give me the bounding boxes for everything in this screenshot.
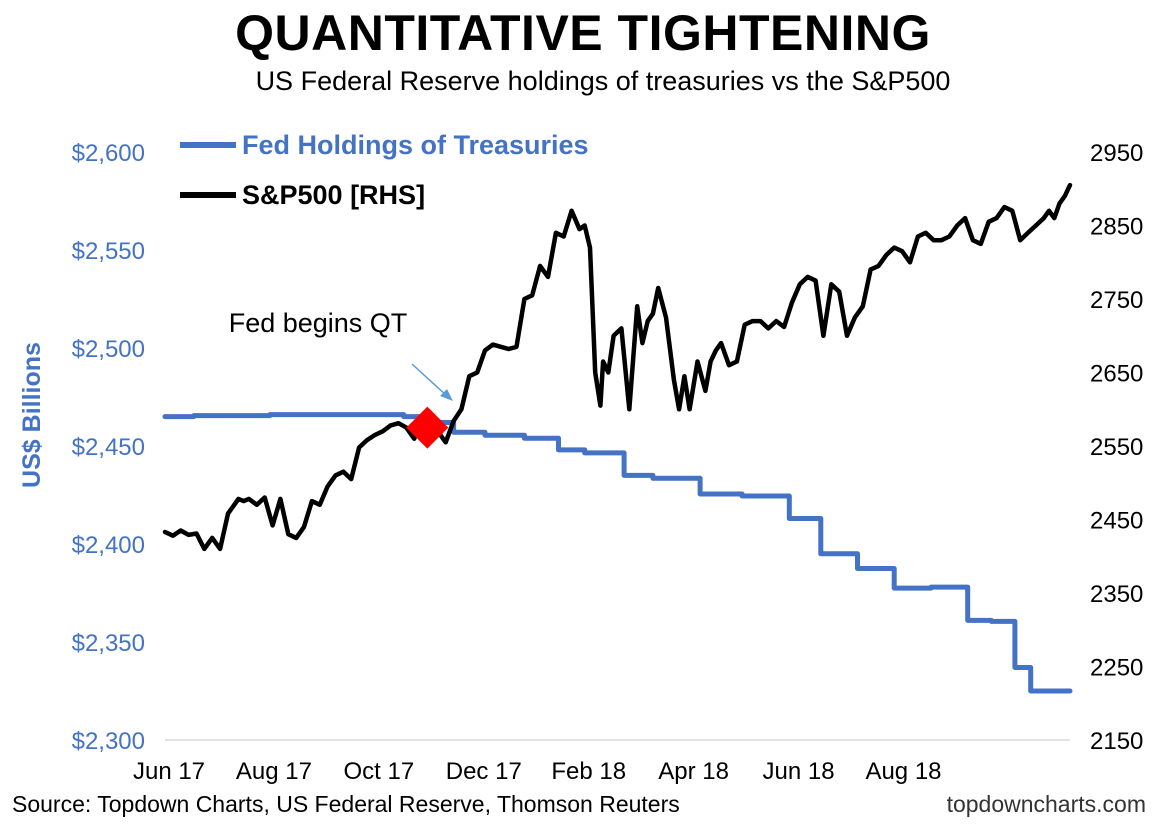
legend-label-spx: S&P500 [RHS]: [242, 180, 425, 210]
legend-label-fed: Fed Holdings of Treasuries: [242, 130, 589, 160]
y-axis-label-left: US$ Billions: [18, 342, 46, 488]
left-axis: $2,300 $2,350 $2,400 $2,450 $2,500 $2,550 $2,6…: [72, 140, 145, 755]
brand-credit: topdowncharts.com: [946, 791, 1146, 817]
series-line-fed: [162, 412, 1073, 694]
right-tick-label: 2950: [1090, 140, 1143, 167]
chart-subtitle: US Federal Reserve holdings of treasurie…: [255, 66, 951, 96]
series-layer: [162, 182, 1073, 694]
right-tick-label: 2650: [1090, 361, 1143, 388]
x-tick-label: Apr 18: [658, 758, 729, 785]
x-tick-label: Oct 17: [344, 758, 415, 785]
right-tick-label: 2550: [1090, 434, 1143, 461]
chart-title: QUANTITATIVE TIGHTENING: [235, 5, 931, 61]
left-tick-label: $2,600: [72, 140, 145, 167]
left-tick-label: $2,550: [72, 238, 145, 265]
right-tick-label: 2450: [1090, 508, 1143, 535]
left-tick-label: $2,350: [72, 630, 145, 657]
x-tick-label: Aug 18: [865, 758, 941, 785]
annotation-layer: Fed begins QT: [229, 308, 453, 449]
right-tick-label: 2250: [1090, 655, 1143, 682]
right-tick-label: 2150: [1090, 728, 1143, 755]
series-line-spx: [162, 182, 1073, 552]
qt-start-marker: [406, 406, 449, 449]
x-tick-label: Feb 18: [551, 758, 626, 785]
x-tick-label: Dec 17: [446, 758, 522, 785]
annotation-label: Fed begins QT: [229, 308, 408, 338]
source-note: Source: Topdown Charts, US Federal Reser…: [12, 791, 680, 817]
x-tick-label: Jun 18: [763, 758, 835, 785]
left-tick-label: $2,300: [72, 728, 145, 755]
x-axis: Jun 17 Aug 17 Oct 17 Dec 17 Feb 18 Apr 18 Jun …: [133, 739, 1070, 785]
right-tick-label: 2850: [1090, 214, 1143, 241]
x-tick-label: Jun 17: [133, 758, 205, 785]
left-tick-label: $2,400: [72, 532, 145, 559]
left-tick-label: $2,500: [72, 336, 145, 363]
annotation-arrow-head: [440, 389, 453, 401]
annotation-arrow-line: [411, 363, 448, 397]
right-tick-label: 2350: [1090, 581, 1143, 608]
legend: Fed Holdings of Treasuries S&P500 [RHS]: [180, 130, 589, 210]
right-tick-label: 2750: [1090, 287, 1143, 314]
right-axis: 2150 2250 2350 2450 2550 2650 2750 2850 2950: [1090, 140, 1143, 755]
x-tick-label: Aug 17: [236, 758, 312, 785]
left-tick-label: $2,450: [72, 434, 145, 461]
